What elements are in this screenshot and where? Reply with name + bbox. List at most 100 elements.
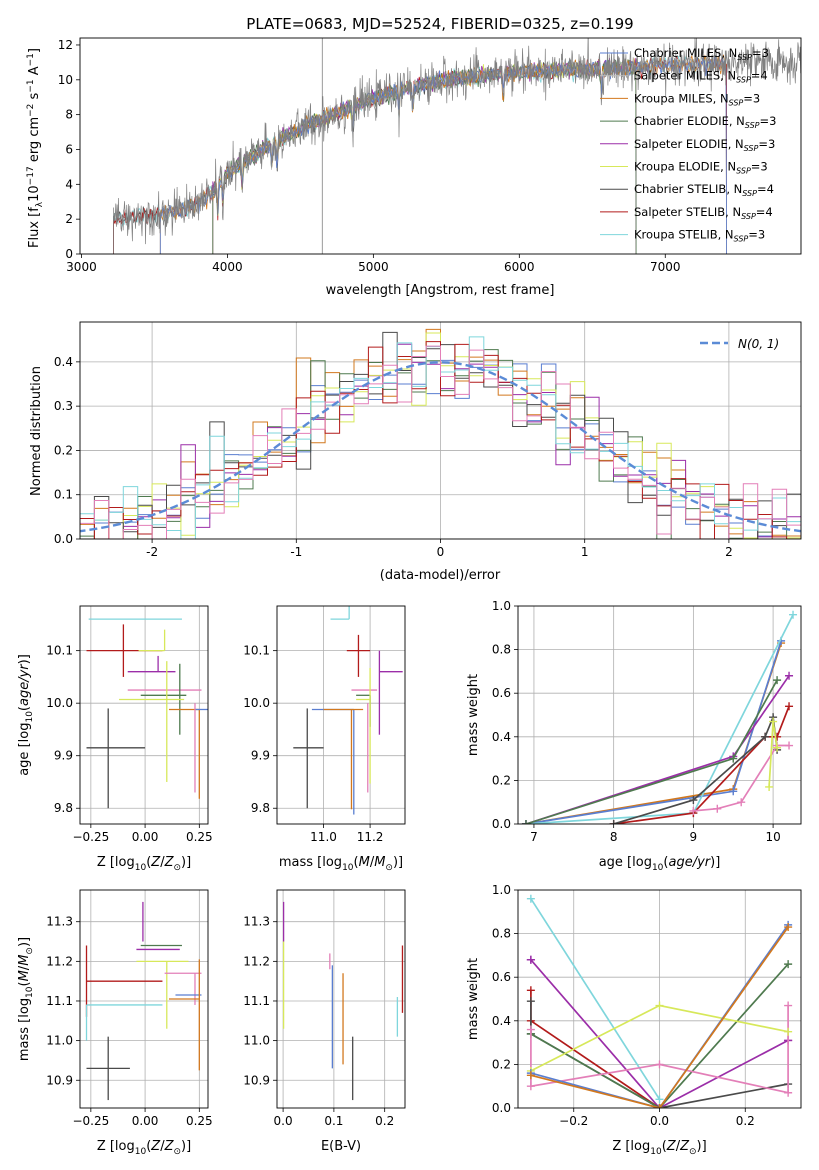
legend-label: Chabrier MILES, NSSP=3 bbox=[634, 46, 769, 62]
axes-frame bbox=[79, 889, 209, 1109]
errorbar-point bbox=[311, 708, 355, 815]
y-tick-label: 6 bbox=[65, 142, 73, 156]
axis-ticks: −0.25 0.00 0.25 9.8 9.9 10.0 10.1 bbox=[46, 644, 212, 844]
x-tick-label: 7 bbox=[530, 830, 538, 844]
series-marker bbox=[526, 955, 535, 964]
x-tick-label: 0.0 bbox=[274, 1114, 293, 1128]
axes-frame bbox=[517, 889, 802, 1109]
panel-mass_vs_z: −0.25 0.00 0.25 10.9 11.0 11.1 11.2 11.3 Z [log1… bbox=[17, 889, 213, 1157]
x-tick-label: 4000 bbox=[212, 260, 243, 274]
x-tick-label: 0.25 bbox=[186, 830, 213, 844]
series-marker bbox=[526, 1082, 535, 1091]
weight-series-kroupa_stelib bbox=[526, 894, 664, 1104]
series-line bbox=[525, 614, 794, 824]
x-tick-label: 5000 bbox=[358, 260, 389, 274]
legend-label: Salpeter STELIB, NSSP=4 bbox=[634, 205, 773, 221]
y-tick-label: 0.2 bbox=[492, 1057, 511, 1071]
axis-ticks: 11.0 11.2 9.8 9.9 10.0 10.1 bbox=[243, 644, 383, 844]
errorbar-point bbox=[330, 606, 350, 620]
series-marker bbox=[526, 997, 535, 1006]
errorbar-point bbox=[168, 959, 200, 1071]
series-marker bbox=[526, 894, 535, 903]
y-tick-label: 10 bbox=[58, 73, 73, 87]
y-tick-label: 11.1 bbox=[243, 994, 270, 1008]
x-tick-label: -2 bbox=[146, 545, 158, 559]
model-spectrum-chabrier_miles bbox=[159, 54, 727, 254]
legend-label: Kroupa MILES, NSSP=3 bbox=[634, 91, 760, 107]
series-marker bbox=[761, 732, 770, 741]
y-tick-label: 0.2 bbox=[54, 443, 73, 457]
y-tick-label: 0.0 bbox=[492, 817, 511, 831]
x-tick-label: 0.0 bbox=[650, 1114, 669, 1128]
legend-label: Kroupa STELIB, NSSP=3 bbox=[634, 228, 765, 244]
x-tick-label: 7000 bbox=[650, 260, 681, 274]
series-marker bbox=[785, 702, 794, 711]
axes-frame bbox=[517, 605, 802, 825]
y-tick-label: 4 bbox=[65, 177, 73, 191]
series-marker bbox=[689, 796, 698, 805]
x-axis-label: E(B-V) bbox=[321, 1139, 361, 1154]
plot-area bbox=[518, 606, 801, 824]
legend: Chabrier MILES, NSSP=3 Salpeter MILES, NS… bbox=[600, 46, 776, 244]
panel-weight_vs_age: 7 8 9 10 0.0 0.2 0.4 0.6 0.8 1.0 age [log10(age/yr… bbox=[466, 599, 802, 873]
series-marker bbox=[784, 960, 793, 969]
y-tick-label: 1.0 bbox=[492, 599, 511, 613]
errorbar-point bbox=[293, 708, 324, 809]
x-tick-label: 0.2 bbox=[736, 1114, 755, 1128]
x-axis-label: mass [log10(M/M⊙)] bbox=[279, 855, 403, 873]
observed-spectrum bbox=[113, 38, 801, 254]
panel-weight_vs_z: −0.2 0.0 0.2 0.0 0.2 0.4 0.6 0.8 1.0 Z [log10(Z/Z… bbox=[466, 883, 802, 1157]
axis-ticks: 7 8 9 10 0.0 0.2 0.4 0.6 0.8 1.0 bbox=[492, 599, 781, 844]
y-tick-label: 0.8 bbox=[492, 643, 511, 657]
series-line bbox=[530, 963, 789, 1108]
x-tick-label: 0.00 bbox=[132, 1114, 159, 1128]
errorbar-point bbox=[346, 634, 371, 677]
panel-age_vs_z: −0.25 0.00 0.25 9.8 9.9 10.0 10.1 Z [log10(Z/Z⊙… bbox=[17, 605, 213, 873]
y-tick-label: 12 bbox=[58, 38, 73, 52]
errorbar-point bbox=[136, 960, 189, 1029]
x-tick-label: 0.25 bbox=[186, 1114, 213, 1128]
x-tick-label: 9 bbox=[690, 830, 698, 844]
x-tick-label: −0.25 bbox=[72, 830, 109, 844]
y-tick-label: 0 bbox=[65, 247, 73, 261]
y-tick-label: 10.1 bbox=[46, 644, 73, 658]
x-tick-label: 0.1 bbox=[324, 1114, 343, 1128]
series-marker bbox=[784, 1088, 793, 1097]
weight-series-kroupa_elodie bbox=[765, 717, 782, 791]
x-axis-label: Z [log10(Z/Z⊙)] bbox=[97, 855, 191, 873]
axis-ticks: −0.2 0.0 0.2 0.0 0.2 0.4 0.6 0.8 1.0 bbox=[492, 883, 755, 1128]
y-tick-label: 11.0 bbox=[243, 1034, 270, 1048]
weight-series-pink bbox=[689, 741, 794, 815]
y-tick-label: 10.0 bbox=[46, 696, 73, 710]
y-tick-label: 11.1 bbox=[46, 994, 73, 1008]
y-axis-label: mass weight bbox=[466, 958, 481, 1040]
series-marker bbox=[785, 671, 794, 680]
errorbar-point bbox=[86, 708, 146, 809]
plot-area bbox=[80, 606, 208, 824]
axes-frame bbox=[79, 605, 209, 825]
series-marker bbox=[521, 820, 530, 824]
x-tick-label: −0.2 bbox=[559, 1114, 588, 1128]
series-marker bbox=[773, 676, 782, 685]
histogram-chabrier_elodie bbox=[80, 349, 801, 539]
series-marker bbox=[655, 1104, 664, 1108]
series-marker bbox=[737, 798, 746, 807]
plot-area bbox=[277, 606, 405, 824]
figure-title: PLATE=0683, MJD=52524, FIBERID=0325, z=0… bbox=[246, 15, 633, 33]
series-marker bbox=[655, 1001, 664, 1010]
plot-area bbox=[80, 890, 208, 1108]
y-tick-label: 9.8 bbox=[251, 801, 270, 815]
errorbar-point bbox=[356, 667, 371, 784]
y-axis-label: Normed distribution bbox=[29, 366, 44, 496]
legend-label: Salpeter ELODIE, NSSP=3 bbox=[634, 137, 775, 153]
y-tick-label: 0.4 bbox=[492, 1014, 511, 1028]
y-tick-label: 10.9 bbox=[46, 1073, 73, 1087]
series-marker bbox=[526, 1071, 535, 1080]
x-tick-label: 0 bbox=[437, 545, 445, 559]
series-marker bbox=[765, 782, 774, 791]
x-tick-label: 2 bbox=[725, 545, 733, 559]
series-line bbox=[530, 926, 789, 1108]
x-tick-label: 8 bbox=[610, 830, 618, 844]
y-tick-label: 11.3 bbox=[243, 915, 270, 929]
